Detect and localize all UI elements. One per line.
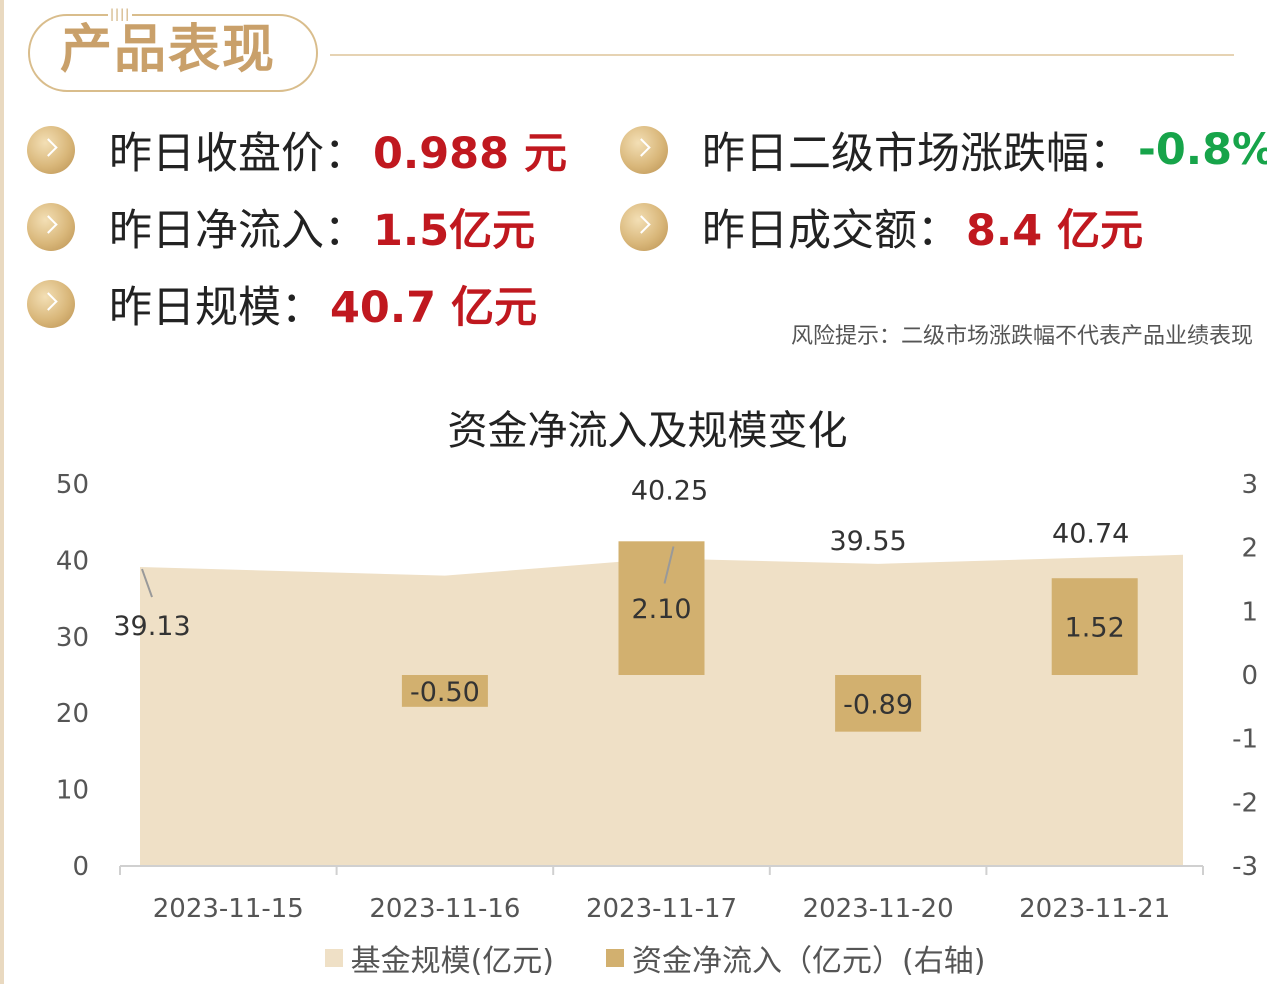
bar-net-inflow (1051, 578, 1138, 675)
metric-value: -0.8% (1138, 125, 1267, 175)
label-leader-line (663, 546, 675, 584)
data-label-inflow: 1.52 (1065, 613, 1125, 644)
chevron-right-icon (27, 126, 75, 174)
legend-label-inflow: 资金净流入（亿元）(右轴) (632, 944, 986, 979)
chevron-right-icon (620, 126, 668, 174)
y-right-tick-label: 2 (1241, 534, 1258, 564)
bar-net-inflow (401, 675, 488, 707)
metric-value: 8.4 亿元 (966, 206, 1144, 256)
data-label-scale: 39.13 (113, 611, 190, 642)
title-divider (330, 54, 1234, 56)
y-right-tick-label: 0 (1241, 661, 1258, 691)
y-right-tick-label: 1 (1241, 597, 1258, 627)
data-label-inflow: -0.89 (843, 689, 913, 720)
x-tick-label: 2023-11-15 (153, 894, 304, 924)
x-tick-label: 2023-11-21 (1019, 894, 1170, 924)
metric-value: 40.7 亿元 (330, 283, 538, 333)
y-right-tick-label: -2 (1232, 788, 1258, 818)
legend-swatch-scale (324, 949, 343, 967)
metric-label: 昨日成交额： (702, 206, 960, 256)
section-title: 产品表现 (60, 20, 277, 80)
bar-net-inflow (618, 541, 705, 675)
y-left-tick-label: 10 (56, 776, 89, 806)
chevron-right-icon (27, 203, 75, 251)
metric-label: 昨日收盘价： (109, 129, 367, 179)
data-label-inflow: 2.10 (631, 594, 691, 625)
metric-label: 昨日规模： (109, 283, 324, 333)
y-left-tick-label: 50 (56, 470, 89, 500)
series-area-scale (140, 554, 1183, 866)
legend-swatch-inflow (606, 949, 624, 967)
risk-note: 风险提示：二级市场涨跌幅不代表产品业绩表现 (790, 324, 1253, 349)
data-label-inflow: -0.50 (410, 677, 480, 708)
y-left-tick-label: 30 (56, 623, 89, 653)
x-tick-label: 2023-11-16 (369, 894, 520, 924)
x-tick-label: 2023-11-20 (803, 894, 954, 924)
chart-legend: 基金规模(亿元) 资金净流入（亿元）(右轴) (0, 936, 1267, 980)
y-right-tick-label: 3 (1241, 470, 1258, 500)
data-label-scale: 40.25 (631, 475, 708, 506)
chevron-right-icon (27, 280, 75, 328)
title-decoration-ticks: |||| (108, 7, 133, 21)
section-title-frame (28, 14, 318, 92)
label-leader-line (141, 568, 153, 598)
metric-label: 昨日二级市场涨跌幅： (702, 129, 1132, 179)
y-left-tick-label: 20 (56, 699, 89, 729)
metric-scale: 昨日规模： 40.7 亿元 (27, 276, 538, 333)
data-label-scale: 39.55 (829, 526, 906, 557)
data-label-scale: 40.74 (1052, 519, 1129, 550)
metric-label: 昨日净流入： (109, 206, 367, 256)
chart-title: 资金净流入及规模变化 (447, 408, 848, 454)
metric-value: 0.988 元 (373, 129, 567, 179)
legend-item-scale: 基金规模(亿元) (324, 936, 554, 980)
chevron-right-icon (620, 203, 668, 251)
metric-turnover: 昨日成交额： 8.4 亿元 (620, 199, 1144, 256)
y-right-tick-label: -1 (1232, 725, 1258, 755)
metric-change: 昨日二级市场涨跌幅： -0.8% (620, 122, 1267, 179)
y-right-tick-label: -3 (1232, 852, 1258, 882)
metric-net-inflow: 昨日净流入： 1.5亿元 (27, 199, 536, 256)
left-edge-decoration (0, 0, 4, 984)
legend-label-scale: 基金规模(亿元) (350, 944, 554, 979)
metric-close-price: 昨日收盘价： 0.988 元 (27, 122, 567, 179)
y-left-tick-label: 0 (72, 852, 89, 882)
x-tick-label: 2023-11-17 (586, 894, 737, 924)
y-left-tick-label: 40 (56, 546, 89, 576)
bar-net-inflow (835, 675, 922, 732)
legend-item-inflow: 资金净流入（亿元）(右轴) (606, 936, 985, 980)
metric-value: 1.5亿元 (373, 206, 536, 256)
